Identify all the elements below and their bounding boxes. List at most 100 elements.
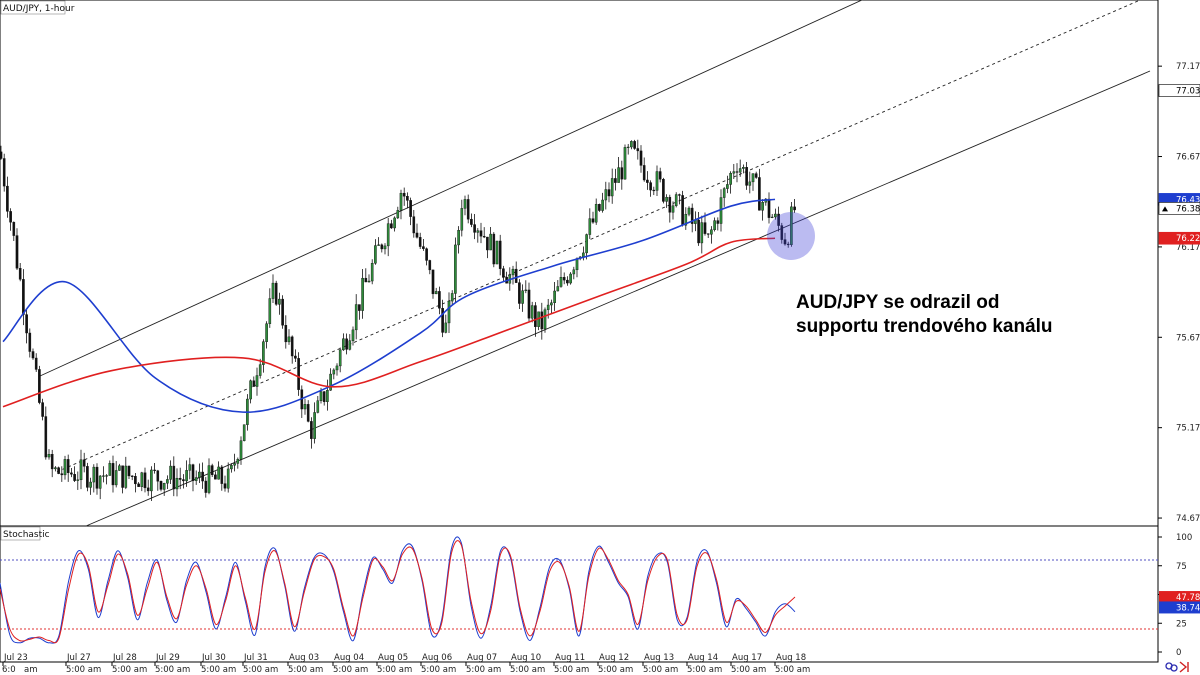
candle-up <box>338 349 342 367</box>
candle-down <box>121 465 124 488</box>
candle-up <box>524 289 528 291</box>
candle-down <box>70 472 73 475</box>
candle-up <box>610 178 614 197</box>
candle-up <box>249 380 252 400</box>
candle-down <box>25 314 28 334</box>
candle-down <box>591 218 595 223</box>
candle-up <box>575 258 579 271</box>
candle-up <box>79 459 83 481</box>
axis-layer: 77.174 76.674 76.174 75.674 75.174 74.674 100 7… <box>2 62 1200 675</box>
candle-up <box>354 304 358 331</box>
candle-down <box>668 196 672 213</box>
candle-up <box>374 245 377 264</box>
candle-down <box>422 246 425 249</box>
candle-up <box>463 199 467 209</box>
candle-up <box>790 206 793 245</box>
candle-up <box>303 404 307 410</box>
channel-upper <box>39 0 864 377</box>
annotation-line-2: supportu trendového kanálu <box>796 316 1053 337</box>
candle-down <box>290 336 294 357</box>
candle-down <box>284 325 288 343</box>
candle-down <box>633 141 636 149</box>
stochastic-panel <box>0 525 1159 663</box>
candle-up <box>460 208 464 231</box>
stochastic-badge <box>1159 591 1200 604</box>
candle-up <box>76 479 80 481</box>
candle-down <box>642 165 646 181</box>
candle-up <box>367 280 371 283</box>
candle-up <box>454 244 457 294</box>
candle-down <box>703 222 707 234</box>
candle-up <box>105 475 108 477</box>
candle-up <box>92 466 96 483</box>
candle-up <box>617 167 620 183</box>
candle-down <box>620 167 624 180</box>
candle-up <box>351 329 355 341</box>
date-tick-label: Aug 03 <box>289 653 319 663</box>
candle-down <box>153 469 156 471</box>
time-tick-label: 5:00 am <box>466 665 501 675</box>
candle-down <box>470 218 473 225</box>
candle-up <box>230 465 233 470</box>
candle-down <box>793 206 796 211</box>
price-badge-label: 76.222 <box>1176 234 1200 244</box>
candle-down <box>310 421 313 439</box>
candle-up <box>732 171 736 174</box>
candle-down <box>9 211 12 223</box>
candle-up <box>268 298 272 324</box>
candle-down <box>441 308 444 333</box>
time-tick-label: am <box>24 665 38 675</box>
time-tick-label: 5:00 am <box>687 665 722 675</box>
bounce-highlight <box>767 212 815 260</box>
stochastic-tick-label: 75 <box>1176 562 1187 572</box>
candle-down <box>390 223 393 229</box>
candle-up <box>188 464 192 471</box>
price-panel <box>0 0 1159 527</box>
candle-down <box>201 471 204 482</box>
candle-up <box>700 222 704 244</box>
candle-up <box>348 340 352 350</box>
date-tick-label: Jul 31 <box>243 653 268 663</box>
candle-down <box>518 282 521 304</box>
candle-down <box>178 477 182 480</box>
candle-down <box>297 358 300 390</box>
price-badge-label: 76.437 <box>1176 195 1200 205</box>
candle-up <box>738 168 742 173</box>
candle-down <box>527 289 531 319</box>
candle-up <box>124 465 128 488</box>
candle-down <box>486 236 489 251</box>
candle-down <box>566 279 569 284</box>
candle-down <box>210 465 214 476</box>
candle-down <box>498 240 502 269</box>
candle-up <box>242 424 246 441</box>
candle-down <box>38 369 41 403</box>
date-tick-label: Jul 30 <box>201 653 226 663</box>
candle-down <box>95 466 99 489</box>
current-price-icon <box>1162 206 1168 212</box>
candle-down <box>60 473 64 476</box>
close-arrow-icon[interactable] <box>1179 661 1189 673</box>
date-tick-label: Aug 06 <box>422 653 452 663</box>
candle-up <box>710 229 713 235</box>
candle-up <box>674 194 678 207</box>
time-tick-label: 5:00 am <box>333 665 368 675</box>
candle-up <box>594 204 598 223</box>
time-tick-label: 5:00 am <box>554 665 589 675</box>
candle-down <box>786 243 790 246</box>
candle-up <box>169 465 172 480</box>
candle-up <box>393 217 396 229</box>
candle-down <box>223 483 227 489</box>
symbol-title-box <box>0 0 66 15</box>
candle-up <box>665 196 668 202</box>
stochastic-badge-label: 38.74 <box>1176 603 1200 613</box>
candle-down <box>220 466 224 484</box>
candle-up <box>559 277 563 287</box>
candle-up <box>377 244 380 246</box>
candle-down <box>758 177 761 211</box>
candle-down <box>204 480 208 493</box>
candle-down <box>418 237 422 247</box>
time-tick-label: 5:00 am <box>377 665 412 675</box>
candle-down <box>28 332 32 352</box>
sync-icon[interactable] <box>1165 662 1178 672</box>
candle-down <box>482 236 486 238</box>
